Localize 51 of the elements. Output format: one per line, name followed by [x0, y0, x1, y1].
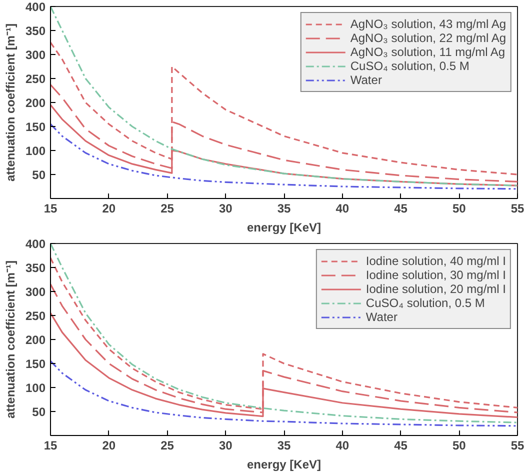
x-axis-title: energy [KeV] [246, 220, 322, 234]
y-axis-title: attenuation coefficient [m⁻¹] [3, 260, 18, 418]
x-tick-label: 30 [218, 438, 233, 452]
x-tick-label: 50 [452, 202, 466, 216]
y-tick-label: 300 [25, 285, 46, 299]
x-tick-label: 40 [336, 438, 350, 452]
x-tick-label: 55 [510, 202, 524, 216]
x-tick-label: 15 [44, 438, 58, 452]
y-tick-label: 200 [25, 333, 46, 347]
x-tick-label: 45 [394, 202, 408, 216]
legend-label: AgNO₃ solution, 43 mg/ml Ag [350, 17, 506, 31]
y-tick-label: 100 [25, 144, 46, 158]
line-series [50, 123, 518, 190]
y-axis-title: attenuation coefficient [m⁻¹] [3, 23, 18, 182]
y-tick-label: 200 [25, 96, 46, 110]
y-tick-label: 50 [32, 405, 46, 419]
legend-label: Water [366, 310, 398, 324]
legend-label: AgNO₃ solution, 11 mg/ml Ag [350, 45, 506, 59]
y-tick-label: 150 [25, 357, 46, 371]
x-tick-label: 50 [452, 438, 466, 452]
legend-label: CuSO₄ solution, 0.5 M [350, 59, 470, 73]
x-tick-label: 20 [102, 202, 116, 216]
y-tick-label: 250 [25, 309, 46, 323]
y-tick-label: 400 [25, 0, 46, 14]
legend-label: Water [350, 73, 382, 87]
x-tick-label: 40 [336, 202, 350, 216]
y-tick-label: 50 [32, 168, 46, 182]
x-tick-label: 30 [218, 202, 233, 216]
y-tick-label: 350 [25, 261, 46, 275]
x-tick-label: 20 [102, 438, 116, 452]
y-tick-label: 350 [25, 24, 46, 38]
y-tick-label: 100 [25, 381, 46, 395]
x-tick-label: 45 [394, 438, 408, 452]
y-tick-label: 400 [25, 237, 46, 251]
legend-label: Iodine solution, 20 mg/ml I [366, 282, 506, 296]
x-tick-label: 55 [510, 438, 524, 452]
y-tick-label: 250 [25, 72, 46, 86]
legend-label: Iodine solution, 30 mg/ml I [366, 268, 506, 282]
x-tick-label: 15 [44, 202, 58, 216]
line-series [50, 360, 518, 427]
legend-label: CuSO₄ solution, 0.5 M [366, 296, 485, 310]
y-tick-label: 150 [25, 120, 46, 134]
legend-label: Iodine solution, 40 mg/ml I [366, 254, 506, 268]
y-tick-label: 300 [25, 48, 46, 62]
x-axis-title: energy [KeV] [246, 458, 322, 472]
x-tick-label: 35 [277, 438, 291, 452]
legend-label: AgNO₃ solution, 22 mg/ml Ag [350, 31, 506, 45]
x-tick-label: 25 [160, 438, 174, 452]
x-tick-label: 25 [160, 202, 174, 216]
x-tick-label: 35 [277, 202, 291, 216]
line-series [50, 6, 518, 186]
